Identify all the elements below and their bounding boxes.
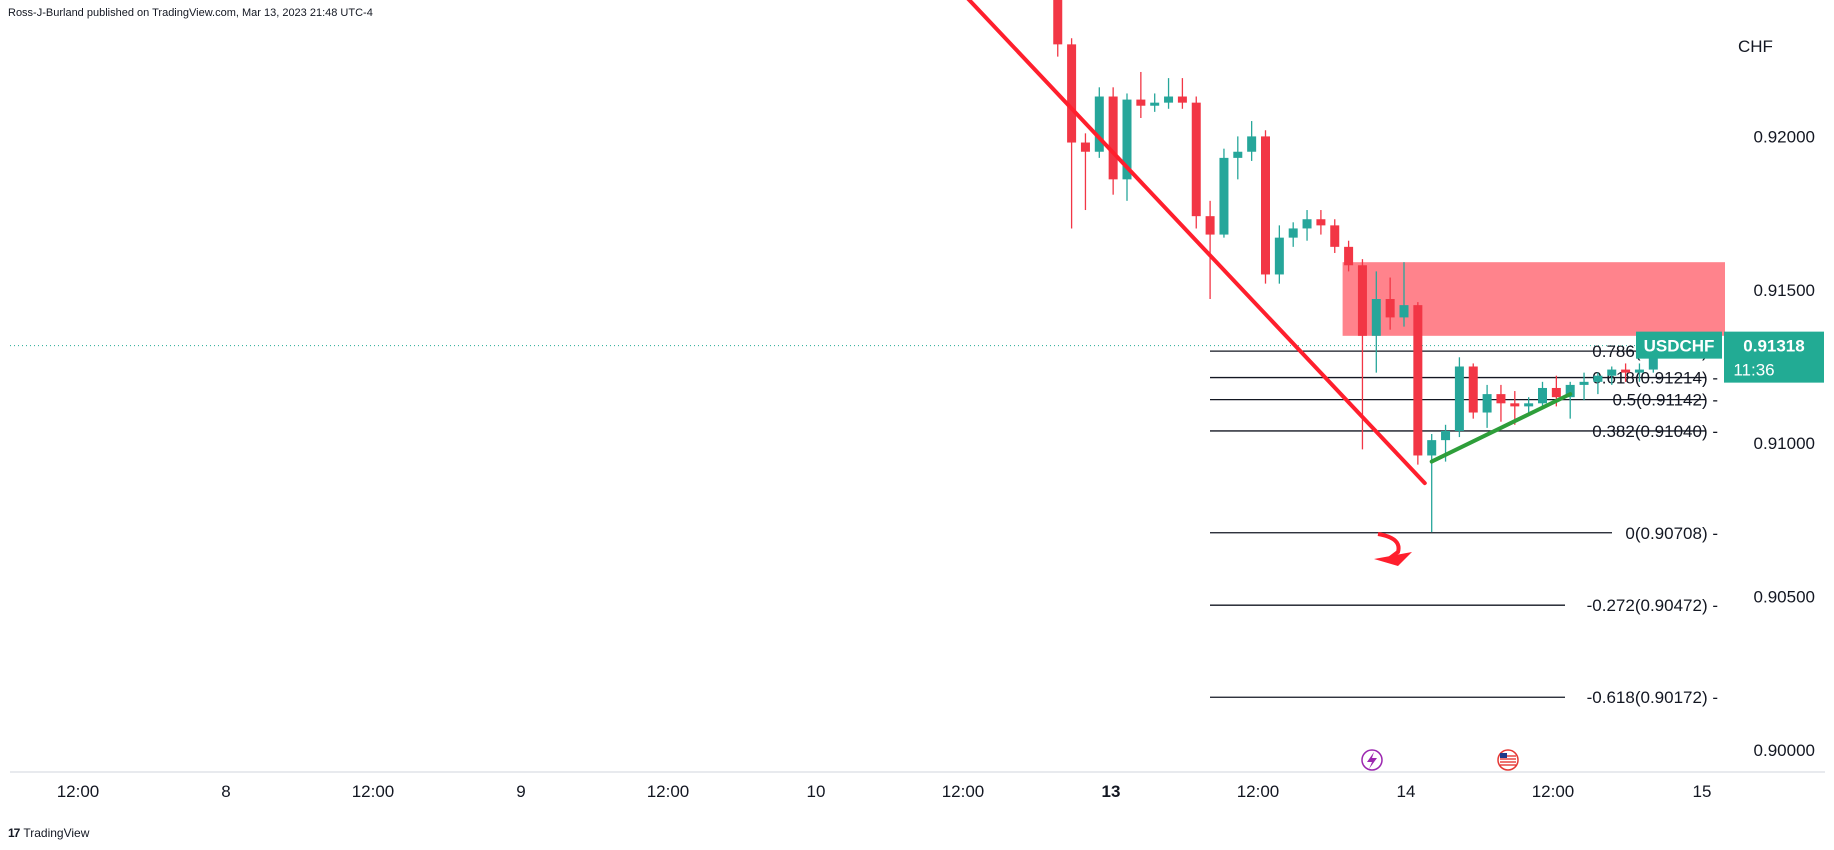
candle-body (1482, 394, 1492, 413)
candle-body (1247, 136, 1257, 152)
supply-zone-layer (1342, 262, 1725, 336)
x-tick-label: 12:00 (1237, 782, 1280, 801)
publisher-credit: Ross-J-Burland published on TradingView.… (8, 7, 373, 19)
symbol-tag-label: USDCHF (1644, 337, 1715, 356)
candle-body (1191, 102, 1201, 217)
candle-body (1565, 384, 1575, 398)
x-tick-label: 12:00 (1532, 782, 1575, 801)
candle-body (1510, 403, 1520, 407)
footer-branding: 17 TradingView (8, 826, 89, 840)
candle-body (1316, 219, 1326, 226)
candle-body (1302, 219, 1312, 229)
candle-body (1648, 348, 1658, 370)
downtrend-line (966, 0, 1427, 486)
x-tick-label: 12:00 (57, 782, 100, 801)
lightning-icon-glyph (1367, 752, 1377, 769)
fib-level-label: -0.618(0.90172) - (1587, 688, 1718, 707)
fib-level-label: 0.5(0.91142) - (1612, 391, 1718, 410)
candle-body (1219, 157, 1229, 235)
currency-label: CHF (1738, 37, 1773, 56)
fib-level-label: -0.272(0.90472) - (1587, 596, 1718, 615)
fib-level-label: 0(0.90708) - (1625, 524, 1718, 543)
candle-body (1621, 369, 1631, 373)
candles-layer (1053, 0, 1672, 533)
candle-body (1164, 96, 1174, 103)
fib-level-label: 0.618(0.91214) - (1592, 369, 1718, 388)
supply-zone (1342, 262, 1725, 336)
candle-body (1094, 96, 1104, 152)
projection-arrow (1377, 532, 1401, 563)
candle-body (1344, 246, 1354, 266)
x-tick-label: 8 (221, 782, 230, 801)
projection-arrow-head (1374, 552, 1412, 566)
candle-body (1385, 299, 1395, 318)
last-price-label: 0.91318 (1743, 337, 1804, 356)
candle-body (1399, 305, 1409, 318)
candle-body (1524, 403, 1534, 407)
support-trendline (1429, 392, 1573, 464)
candle-body (1136, 99, 1146, 106)
x-tick-label: 10 (807, 782, 826, 801)
y-tick-label: 0.90000 (1754, 741, 1815, 760)
y-tick-label: 0.91500 (1754, 281, 1815, 300)
y-tick-label: 0.90500 (1754, 588, 1815, 607)
drawing-lines-layer (966, 0, 1573, 566)
candle-body (1634, 369, 1644, 373)
candle-body (1177, 96, 1187, 103)
x-tick-label: 15 (1693, 782, 1712, 801)
candle-body (1122, 99, 1132, 180)
x-tick-label: 12:00 (647, 782, 690, 801)
candle-body (1551, 387, 1561, 398)
y-tick-label: 0.92000 (1754, 127, 1815, 146)
candle-body (1427, 440, 1437, 456)
candle-body (1233, 151, 1243, 158)
candle-body (1593, 375, 1603, 382)
last-price-tag (1724, 331, 1824, 383)
countdown-label: 11:36 (1733, 361, 1774, 380)
candle-body (1357, 265, 1367, 336)
candle-body (1288, 228, 1298, 238)
candle-body (1205, 216, 1215, 235)
tradingview-logo-icon: 17 (8, 826, 20, 840)
candle-body (1261, 136, 1270, 275)
x-tick-label: 14 (1397, 782, 1416, 801)
axes-layer: 0.940000.935000.930000.925000.920000.915… (10, 37, 1825, 801)
candle-body (1413, 305, 1423, 456)
candle-body (1080, 142, 1090, 152)
footer-brand-name: TradingView (23, 826, 90, 840)
candle-body (1468, 366, 1478, 413)
candle-body (1538, 387, 1547, 404)
symbol-tag (1636, 331, 1722, 359)
x-tick-label: 13 (1102, 782, 1121, 801)
candle-body (1067, 44, 1077, 143)
candle-body (1371, 299, 1381, 336)
y-tick-label: 0.91000 (1754, 434, 1815, 453)
candle-body (1607, 369, 1617, 376)
x-tick-label: 12:00 (942, 782, 985, 801)
candle-body (1496, 394, 1506, 404)
candle-body (1053, 0, 1063, 45)
x-tick-label: 9 (516, 782, 525, 801)
candle-body (1330, 225, 1340, 247)
candle-body (1108, 96, 1118, 180)
fibonacci-layer: 0.786(0.91300) -0.618(0.91214) -0.5(0.91… (1210, 342, 1718, 707)
fib-level-label: 0.382(0.91040) - (1592, 422, 1718, 441)
x-tick-label: 12:00 (352, 782, 395, 801)
candle-body (1150, 102, 1160, 106)
candle-body (1454, 366, 1464, 431)
candle-body (1441, 430, 1451, 441)
us-flag-canton (1500, 753, 1507, 758)
candle-body (1579, 381, 1589, 385)
candle-body (1274, 237, 1284, 275)
